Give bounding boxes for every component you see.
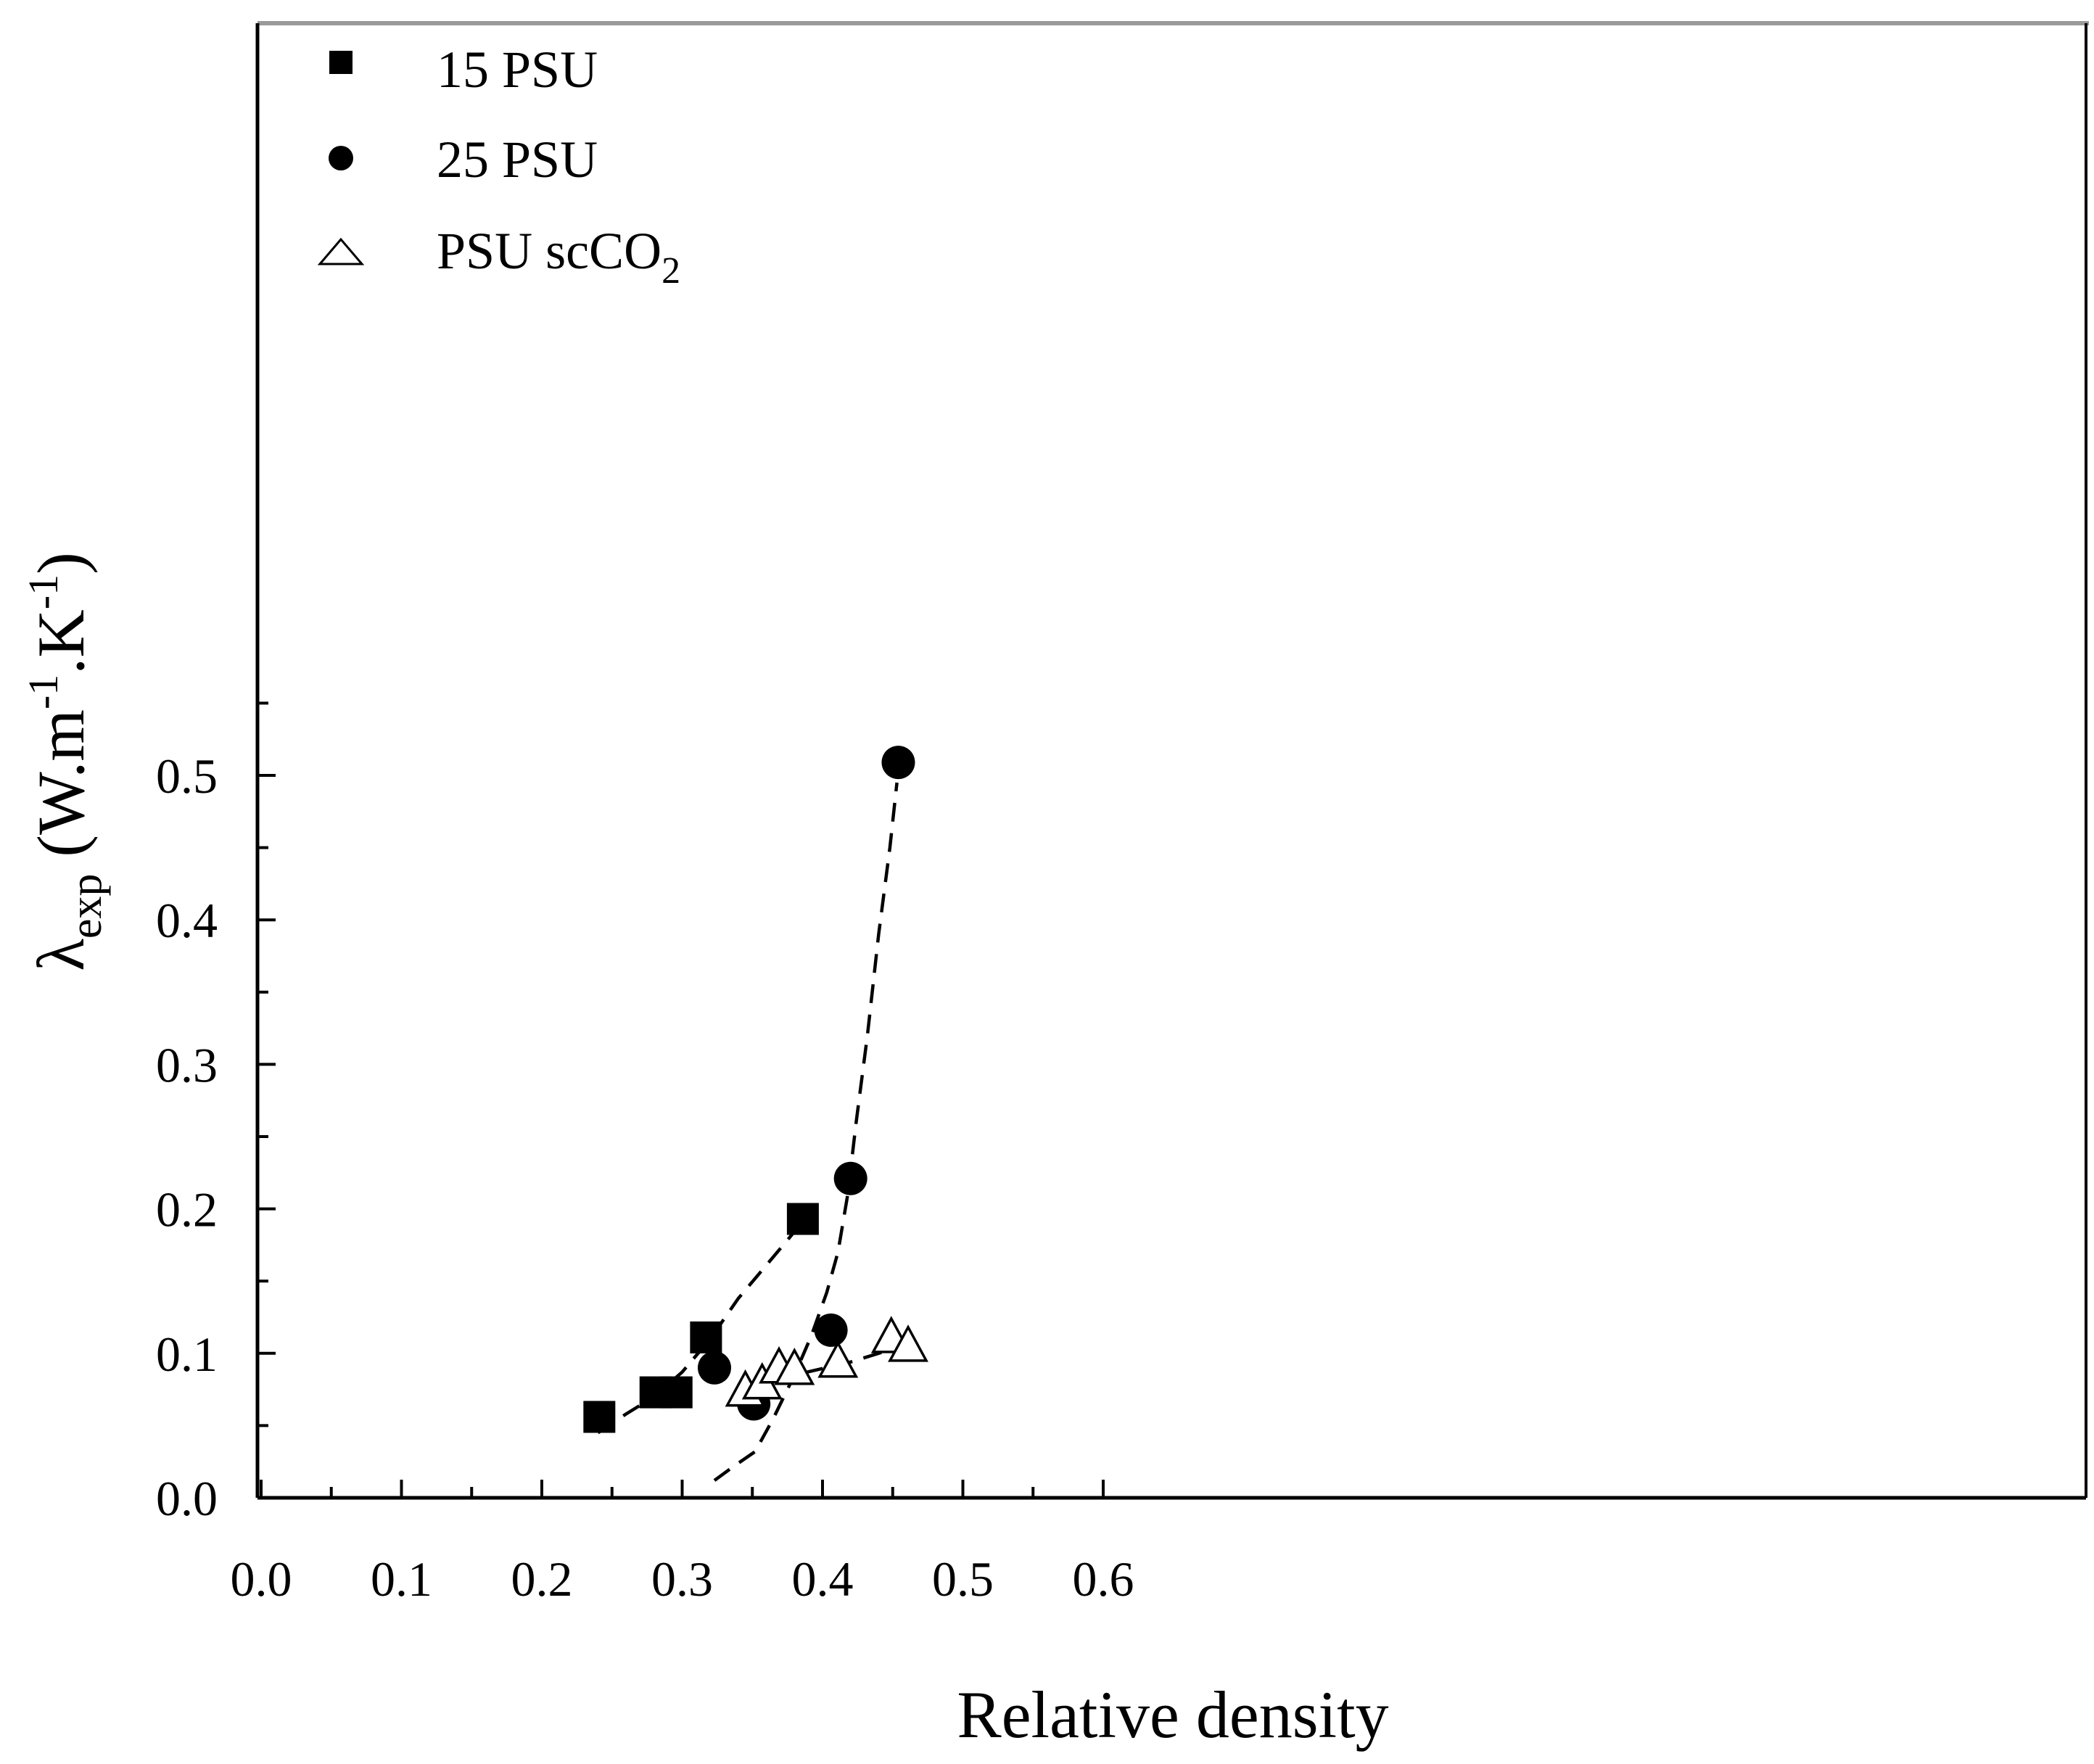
legend-label-15-psu: 15 PSU (437, 41, 598, 99)
y-tick-label: 0.1 (156, 1327, 218, 1382)
point-psu-scco2 (817, 1340, 859, 1378)
x-tick-label: 0.2 (511, 1551, 573, 1607)
point-25-psu (833, 1161, 867, 1195)
x-axis-title: Relative density (957, 1678, 1388, 1752)
point-15-psu (583, 1401, 616, 1433)
legend-square-marker (329, 51, 353, 74)
y-axis-exp-2: -1 (20, 574, 67, 609)
legend-triangle-marker (317, 237, 365, 265)
y-axis-title: λexp (W.m-1.K-1) (20, 552, 111, 970)
point-psu-scco2 (888, 1324, 928, 1362)
y-axis-symbol: λ (24, 939, 98, 971)
x-ticks: 0.0 0.1 0.2 0.3 0.4 0.5 0.6 (231, 1480, 1134, 1607)
legend-label-psu-scco2: PSU scCO2 (437, 222, 680, 292)
point-15-psu (786, 1203, 819, 1235)
fit-curve-15-psu (597, 1222, 803, 1435)
point-psu-scco2 (774, 1348, 815, 1385)
legend-item-psu-scco2: PSU scCO2 (317, 222, 680, 292)
legend: 15 PSU 25 PSU PSU scCO2 (317, 41, 680, 292)
y-tick-label: 0.4 (156, 893, 218, 948)
x-tick-label: 0.5 (932, 1551, 994, 1607)
y-ticks: 0.0 0.1 0.2 0.3 0.4 0.5 (156, 701, 276, 1526)
x-tick-label: 0.4 (792, 1551, 854, 1607)
x-tick-label: 0.1 (371, 1551, 432, 1607)
x-tick-label: 0.3 (651, 1551, 713, 1607)
y-tick-label: 0.3 (156, 1037, 218, 1092)
x-tick-label: 0.0 (231, 1551, 292, 1607)
y-axis-subscript: exp (62, 874, 111, 939)
legend-label-psu-scco2-main: PSU scCO (437, 222, 661, 280)
point-25-psu (698, 1351, 732, 1385)
legend-label-25-psu: 25 PSU (437, 131, 598, 189)
fit-curves (597, 782, 907, 1482)
point-15-psu (690, 1321, 722, 1353)
fit-curve-25-psu (713, 782, 899, 1482)
y-axis-exp-1: -1 (20, 675, 67, 709)
point-15-psu (660, 1376, 693, 1409)
legend-item-15-psu: 15 PSU (329, 41, 598, 99)
y-tick-label: 0.5 (156, 749, 218, 804)
x-tick-label: 0.6 (1073, 1551, 1134, 1607)
y-axis-units-mid: .K (24, 609, 98, 674)
point-25-psu (814, 1313, 848, 1347)
legend-item-25-psu: 25 PSU (329, 131, 598, 189)
point-25-psu (881, 746, 915, 780)
fit-curve-psu-scco2 (745, 1343, 907, 1390)
y-axis-units-prefix: (W.m (24, 709, 98, 874)
data-points (583, 746, 928, 1433)
y-tick-label: 0.2 (156, 1182, 218, 1237)
y-axis-units-suffix: ) (24, 552, 98, 574)
legend-circle-marker (329, 146, 353, 170)
y-tick-label: 0.0 (156, 1471, 218, 1526)
legend-label-psu-scco2-sub: 2 (661, 250, 680, 292)
